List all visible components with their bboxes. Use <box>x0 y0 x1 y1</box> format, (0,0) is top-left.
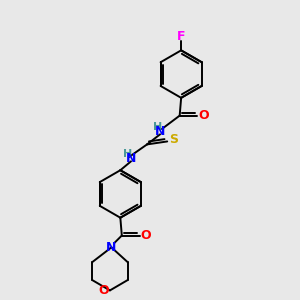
Text: O: O <box>98 284 109 297</box>
Text: H: H <box>123 149 132 159</box>
Text: N: N <box>106 241 117 254</box>
Text: S: S <box>169 134 178 146</box>
Text: O: O <box>141 229 152 242</box>
Text: O: O <box>199 109 209 122</box>
Text: N: N <box>155 125 165 138</box>
Text: H: H <box>153 122 162 132</box>
Text: F: F <box>177 31 185 44</box>
Text: N: N <box>126 152 136 165</box>
